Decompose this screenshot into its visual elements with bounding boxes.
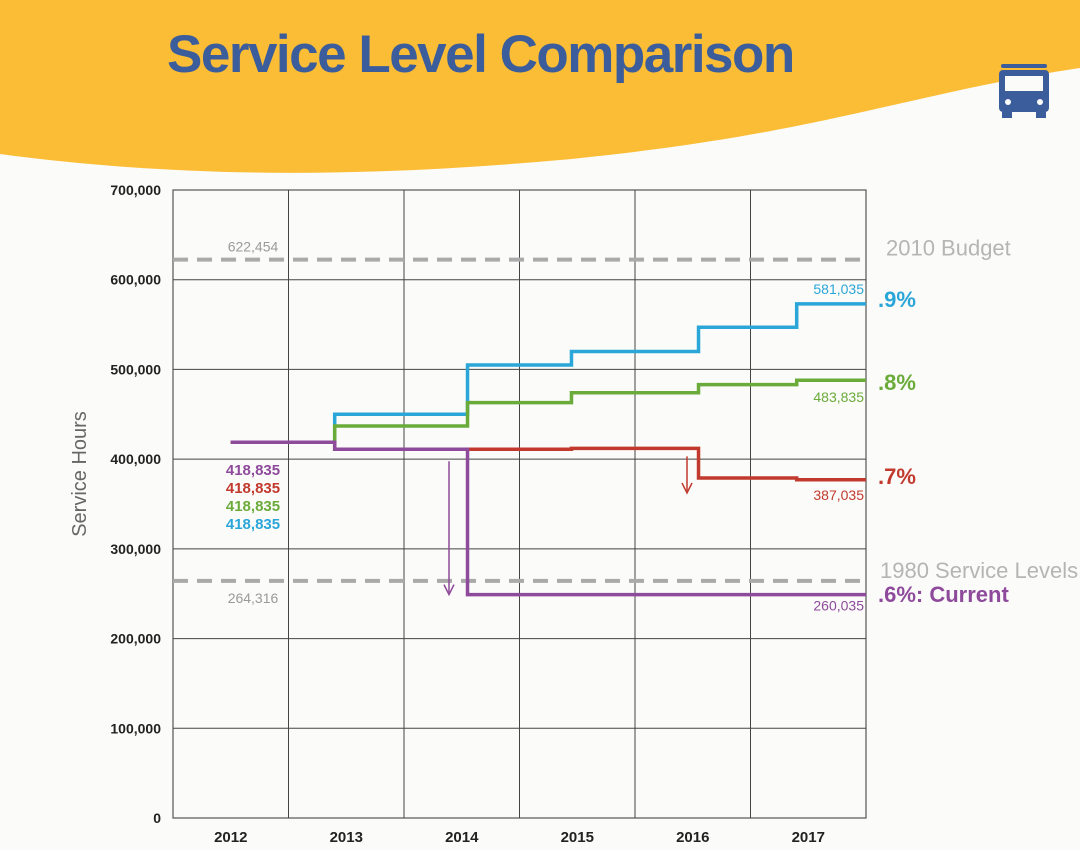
y-tick-label: 0 [153,810,161,826]
reference-name-label: 1980 Service Levels [880,558,1078,583]
x-tick-label: 2012 [214,829,247,846]
reduction-arrows [443,456,693,597]
chart-grid [172,189,867,819]
series-name-label: .7% [878,464,916,489]
y-tick-label: 200,000 [110,631,161,647]
y-tick-label: 700,000 [110,182,161,198]
series-start-label: 418,835 [226,480,280,497]
reference-value-label: 264,316 [228,590,279,606]
x-tick-label: 2016 [676,829,709,846]
series-end-label: 387,035 [813,487,864,503]
y-tick-label: 600,000 [110,272,161,288]
x-tick-label: 2014 [445,829,479,846]
series-end-label: 260,035 [813,598,864,614]
y-tick-label: 300,000 [110,541,161,557]
reference-lines [173,257,866,583]
x-tick-label: 2015 [561,829,594,846]
y-tick-label: 500,000 [110,361,161,377]
bus-icon [999,64,1049,118]
x-tick-label: 2013 [330,829,363,846]
chart-labels: 0 100,000 200,000 300,000 400,000 500,000 600,… [69,182,1078,846]
series-line [230,302,866,444]
series-name-label: .8% [878,370,916,395]
series-start-label: 418,835 [226,498,280,515]
y-tick-label: 400,000 [110,451,161,467]
reference-name-label: 2010 Budget [886,236,1011,261]
series-line [230,440,866,482]
series-name-label: .6%: Current [878,582,1009,607]
y-axis-label: Service Hours [69,411,91,537]
page-title: Service Level Comparison [167,25,795,84]
series-name-label: .9% [878,287,916,312]
reduction-arrowhead [681,482,693,495]
header-banner [0,0,1080,173]
series-start-label: 418,835 [226,462,280,479]
series-start-label: 418,835 [226,516,280,533]
y-tick-label: 100,000 [110,720,161,736]
reduction-arrowhead [443,584,455,597]
x-tick-label: 2017 [792,829,825,846]
reference-value-label: 622,454 [228,239,279,255]
series-end-label: 483,835 [813,389,864,405]
series-line [230,440,866,597]
series-end-label: 581,035 [813,281,864,297]
series-line [230,378,866,444]
data-series [230,302,866,597]
